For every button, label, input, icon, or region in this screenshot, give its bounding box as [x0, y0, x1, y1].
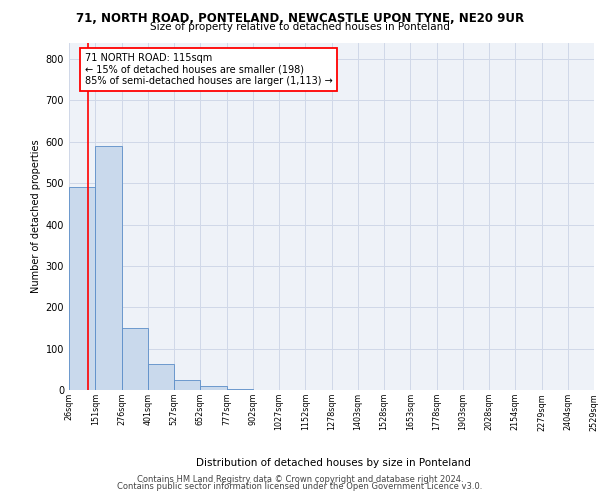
Bar — [121, 328, 148, 390]
Text: Contains HM Land Registry data © Crown copyright and database right 2024.: Contains HM Land Registry data © Crown c… — [137, 475, 463, 484]
Bar — [69, 188, 95, 390]
Bar — [148, 364, 174, 390]
Bar — [200, 386, 227, 390]
Text: Distribution of detached houses by size in Ponteland: Distribution of detached houses by size … — [196, 458, 470, 468]
Text: 71, NORTH ROAD, PONTELAND, NEWCASTLE UPON TYNE, NE20 9UR: 71, NORTH ROAD, PONTELAND, NEWCASTLE UPO… — [76, 12, 524, 26]
Text: Size of property relative to detached houses in Ponteland: Size of property relative to detached ho… — [150, 22, 450, 32]
Bar — [227, 389, 253, 390]
Bar — [174, 380, 200, 390]
Y-axis label: Number of detached properties: Number of detached properties — [31, 140, 41, 293]
Text: Contains public sector information licensed under the Open Government Licence v3: Contains public sector information licen… — [118, 482, 482, 491]
Bar — [95, 146, 121, 390]
Text: 71 NORTH ROAD: 115sqm
← 15% of detached houses are smaller (198)
85% of semi-det: 71 NORTH ROAD: 115sqm ← 15% of detached … — [85, 53, 332, 86]
